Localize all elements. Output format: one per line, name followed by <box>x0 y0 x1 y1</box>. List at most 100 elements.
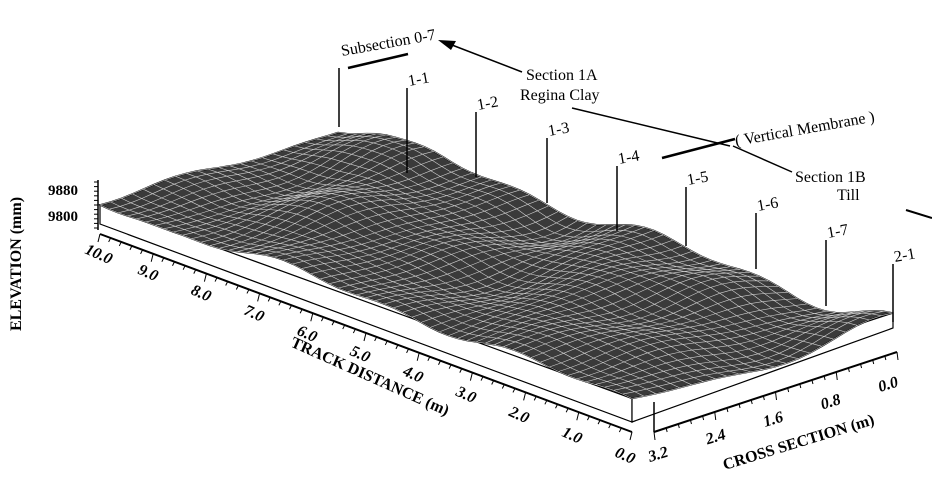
x-minor-tick <box>544 400 548 405</box>
surface-gridline <box>475 266 731 343</box>
y-minor-tick <box>835 371 838 381</box>
y-minor-tick <box>738 403 741 409</box>
surface-gridline <box>164 139 406 229</box>
x-minor-tick <box>618 427 622 433</box>
surface-gridline <box>558 307 817 372</box>
surface-gridline <box>439 251 693 333</box>
y-minor-tick <box>872 359 875 365</box>
x-minor-tick <box>140 249 144 255</box>
surface-gridline <box>182 146 425 236</box>
surface-gridline <box>301 205 549 269</box>
surface-gridline <box>503 275 759 347</box>
x-minor-tick <box>246 289 250 294</box>
x-minor-tick <box>289 305 292 310</box>
section-1b-label: Section 1B <box>795 169 866 186</box>
x-minor-tick <box>299 309 303 314</box>
x-minor-tick <box>214 277 218 282</box>
z-tick-label: 9880 <box>48 183 78 199</box>
surface-gridline <box>485 269 740 344</box>
surface-gridline <box>310 211 559 274</box>
x-minor-tick <box>118 241 122 247</box>
y-minor-tick <box>689 419 692 425</box>
x-minor-tick <box>193 269 197 274</box>
surface-gridline <box>109 133 348 210</box>
surface-gridline <box>99 132 339 206</box>
surface-gridline <box>384 225 635 305</box>
subsection-label: Subsection 0-7 <box>340 27 437 60</box>
x-minor-tick <box>310 313 314 322</box>
x-tick-label: 9.0 <box>135 261 160 285</box>
x-minor-tick <box>97 233 101 243</box>
x-minor-tick <box>395 344 399 350</box>
surface-gridline <box>200 156 444 243</box>
section-1b-material: Till <box>837 187 860 204</box>
x-tick-label: 2.0 <box>505 403 531 427</box>
station-label: 1-7 <box>826 221 850 241</box>
surface-gridline <box>567 310 827 376</box>
y-tick-label: 0.0 <box>876 374 900 396</box>
x-minor-tick <box>491 380 495 385</box>
y-tick-label: 0.8 <box>819 391 843 413</box>
surface-gridline <box>173 142 415 233</box>
station-markers: 1-1 1-2 1-3 1-4 1-5 1-6 1-7 2-1 <box>338 68 917 322</box>
y-minor-tick <box>750 399 753 405</box>
x-tick-label: 7.0 <box>241 302 266 326</box>
surface-gridline <box>191 151 434 239</box>
x-axis-title: TRACK DISTANCE (m) <box>288 334 451 419</box>
y-tick-label: 2.4 <box>703 426 728 448</box>
surface-gridline <box>595 311 855 385</box>
membrane-label: ( Vertical Membrane ) <box>734 109 876 150</box>
y-minor-tick <box>775 391 777 401</box>
x-minor-tick <box>565 408 569 413</box>
x-minor-tick <box>629 431 633 441</box>
surface-gridline <box>521 286 779 354</box>
x-tick-label: 3.0 <box>452 383 478 407</box>
x-tick-label: 10.0 <box>82 241 114 268</box>
x-minor-tick <box>480 376 484 381</box>
x-minor-tick <box>416 352 420 361</box>
station-label: 1-4 <box>617 147 641 167</box>
y-tick-label: 3.2 <box>645 444 670 466</box>
surface-gridline <box>586 312 846 383</box>
y-minor-tick <box>799 383 802 389</box>
x-tick-label: 6.0 <box>294 322 319 346</box>
surface-gridline <box>604 310 865 388</box>
surface-gridline <box>237 176 482 252</box>
surface-gridline <box>448 256 702 336</box>
surface-gridline <box>466 263 721 341</box>
surface-gridline <box>576 312 836 380</box>
surface-gridline <box>457 260 712 339</box>
x-minor-tick <box>182 265 186 270</box>
y-minor-tick <box>726 407 729 413</box>
surface-gridline <box>393 227 645 309</box>
station-label: 1-3 <box>547 119 571 139</box>
station-label: 1-1 <box>407 69 431 89</box>
surface-gridline <box>228 172 473 251</box>
section-1a-pointer <box>571 107 731 147</box>
x-minor-tick <box>384 340 388 346</box>
surface-gridline <box>494 272 750 345</box>
surface-gridline <box>622 311 884 395</box>
surface-gridline <box>219 168 463 249</box>
x-minor-tick <box>161 257 165 262</box>
surface-gridline <box>338 223 587 289</box>
x-minor-tick <box>352 328 356 334</box>
x-minor-tick <box>523 392 527 401</box>
surface-gridline <box>402 230 654 313</box>
x-minor-tick <box>203 273 207 282</box>
x-minor-tick <box>267 297 271 302</box>
x-minor-tick <box>108 237 112 243</box>
surface-gridline <box>118 133 358 214</box>
y-minor-tick <box>823 375 826 381</box>
edge-mark <box>905 209 932 219</box>
x-minor-tick <box>406 348 410 354</box>
y-minor-tick <box>847 367 850 373</box>
x-minor-tick <box>501 384 505 389</box>
y-minor-tick <box>653 431 656 441</box>
surface-gridline <box>145 134 386 223</box>
x-minor-tick <box>129 245 133 251</box>
surface-gridline <box>329 220 578 284</box>
x-minor-tick <box>448 364 452 369</box>
